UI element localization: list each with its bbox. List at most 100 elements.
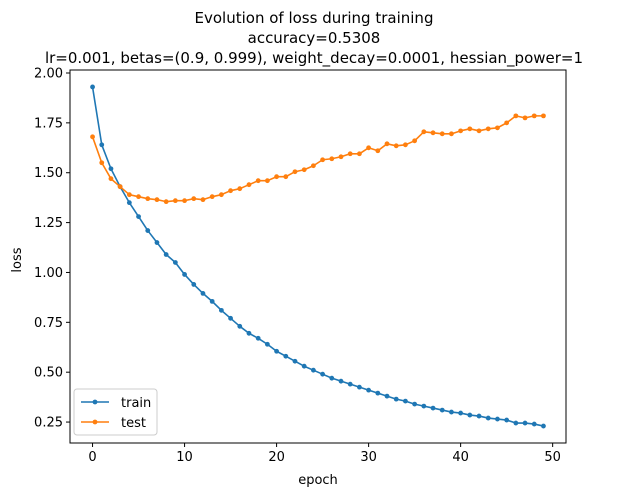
x-tick-label-20: 20 bbox=[268, 450, 285, 465]
point-train-10 bbox=[182, 272, 187, 277]
title-line-3: lr=0.001, betas=(0.9, 0.999), weight_dec… bbox=[45, 49, 583, 68]
point-test-36 bbox=[421, 129, 427, 135]
point-train-29 bbox=[357, 384, 362, 390]
plot-frame bbox=[69, 69, 567, 444]
y-tick-label-1: 1.00 bbox=[34, 266, 63, 281]
point-test-26 bbox=[329, 156, 335, 162]
point-test-49 bbox=[541, 113, 546, 119]
point-train-38 bbox=[439, 407, 445, 413]
point-test-19 bbox=[264, 178, 270, 184]
point-test-28 bbox=[347, 151, 353, 157]
point-train-39 bbox=[449, 409, 454, 415]
y-tick-label-1.5: 1.50 bbox=[34, 166, 63, 181]
point-train-27 bbox=[338, 378, 344, 384]
point-test-40 bbox=[458, 128, 464, 134]
point-test-0 bbox=[90, 134, 95, 140]
y-tick-label-2: 2.00 bbox=[34, 66, 63, 81]
point-test-3 bbox=[117, 184, 123, 190]
point-train-26 bbox=[329, 375, 335, 381]
point-test-27 bbox=[338, 154, 344, 160]
point-train-22 bbox=[292, 358, 298, 364]
point-train-45 bbox=[504, 417, 510, 423]
point-train-0 bbox=[90, 84, 95, 90]
point-train-2 bbox=[108, 166, 114, 172]
x-tick-label-0: 0 bbox=[88, 450, 96, 465]
point-train-23 bbox=[301, 363, 307, 369]
legend-marker-train bbox=[92, 399, 98, 405]
point-test-18 bbox=[255, 178, 261, 184]
point-train-19 bbox=[264, 341, 270, 347]
x-axis-label: epoch bbox=[298, 473, 338, 488]
axes-layer: 0 10 20 30 40 50 0.25 0.50 0.75 1.00 1.25 1.50 1.75 2… bbox=[34, 66, 567, 465]
y-tick-label-1.25: 1.25 bbox=[34, 216, 63, 231]
series-test bbox=[90, 113, 546, 205]
y-tick-label-0.75: 0.75 bbox=[34, 316, 63, 331]
point-test-16 bbox=[237, 186, 243, 192]
point-test-44 bbox=[495, 125, 500, 131]
point-test-33 bbox=[393, 143, 399, 149]
point-train-48 bbox=[531, 421, 537, 427]
point-train-25 bbox=[320, 371, 325, 377]
point-train-11 bbox=[191, 282, 197, 287]
point-train-8 bbox=[163, 252, 169, 257]
point-test-43 bbox=[485, 126, 491, 132]
point-train-31 bbox=[375, 390, 381, 396]
point-train-41 bbox=[467, 412, 473, 418]
y-tick-label-1.75: 1.75 bbox=[34, 116, 63, 131]
title-line-2: accuracy=0.5308 bbox=[248, 29, 381, 47]
legend-marker-test bbox=[92, 419, 98, 425]
point-test-13 bbox=[209, 194, 215, 200]
point-test-1 bbox=[99, 160, 105, 166]
point-test-35 bbox=[412, 138, 418, 144]
point-test-37 bbox=[430, 130, 436, 136]
point-train-35 bbox=[412, 401, 418, 407]
point-test-42 bbox=[476, 128, 482, 134]
point-test-2 bbox=[108, 176, 114, 182]
point-test-30 bbox=[366, 145, 372, 151]
point-test-25 bbox=[320, 157, 325, 163]
y-axis-label: loss bbox=[10, 247, 25, 272]
point-test-48 bbox=[531, 113, 537, 119]
point-train-49 bbox=[541, 423, 546, 429]
y-tick-label-0.5: 0.50 bbox=[34, 366, 63, 381]
point-test-32 bbox=[384, 141, 390, 147]
point-train-15 bbox=[228, 315, 233, 321]
point-test-34 bbox=[403, 142, 408, 148]
point-test-10 bbox=[182, 198, 187, 204]
point-test-38 bbox=[439, 131, 445, 137]
point-train-42 bbox=[476, 413, 482, 419]
point-test-22 bbox=[292, 169, 298, 175]
point-train-44 bbox=[495, 416, 500, 422]
point-train-16 bbox=[237, 323, 243, 329]
point-train-4 bbox=[126, 200, 132, 206]
point-test-8 bbox=[163, 199, 169, 205]
legend-label-test: test bbox=[121, 416, 146, 431]
point-test-6 bbox=[145, 196, 151, 202]
point-train-37 bbox=[430, 405, 436, 411]
point-train-21 bbox=[283, 353, 289, 359]
point-train-40 bbox=[458, 410, 464, 416]
series-line-test bbox=[91, 115, 544, 203]
point-train-36 bbox=[421, 403, 427, 409]
point-train-30 bbox=[366, 387, 372, 393]
point-train-13 bbox=[209, 298, 215, 304]
point-test-20 bbox=[274, 174, 279, 180]
point-train-18 bbox=[255, 335, 261, 341]
point-train-32 bbox=[384, 393, 390, 399]
point-train-6 bbox=[145, 228, 151, 233]
point-test-29 bbox=[357, 151, 362, 157]
point-test-45 bbox=[504, 120, 510, 126]
x-tick-label-50: 50 bbox=[544, 450, 561, 465]
legend-label-train: train bbox=[121, 396, 151, 411]
point-train-47 bbox=[522, 420, 528, 426]
point-test-17 bbox=[246, 182, 252, 188]
point-test-9 bbox=[172, 198, 178, 204]
point-train-43 bbox=[485, 415, 491, 421]
point-train-20 bbox=[274, 348, 279, 354]
point-train-5 bbox=[136, 214, 141, 220]
title-line-1: Evolution of loss during training bbox=[195, 9, 434, 27]
point-train-7 bbox=[154, 240, 160, 245]
point-train-34 bbox=[403, 398, 408, 404]
point-test-24 bbox=[311, 163, 316, 169]
